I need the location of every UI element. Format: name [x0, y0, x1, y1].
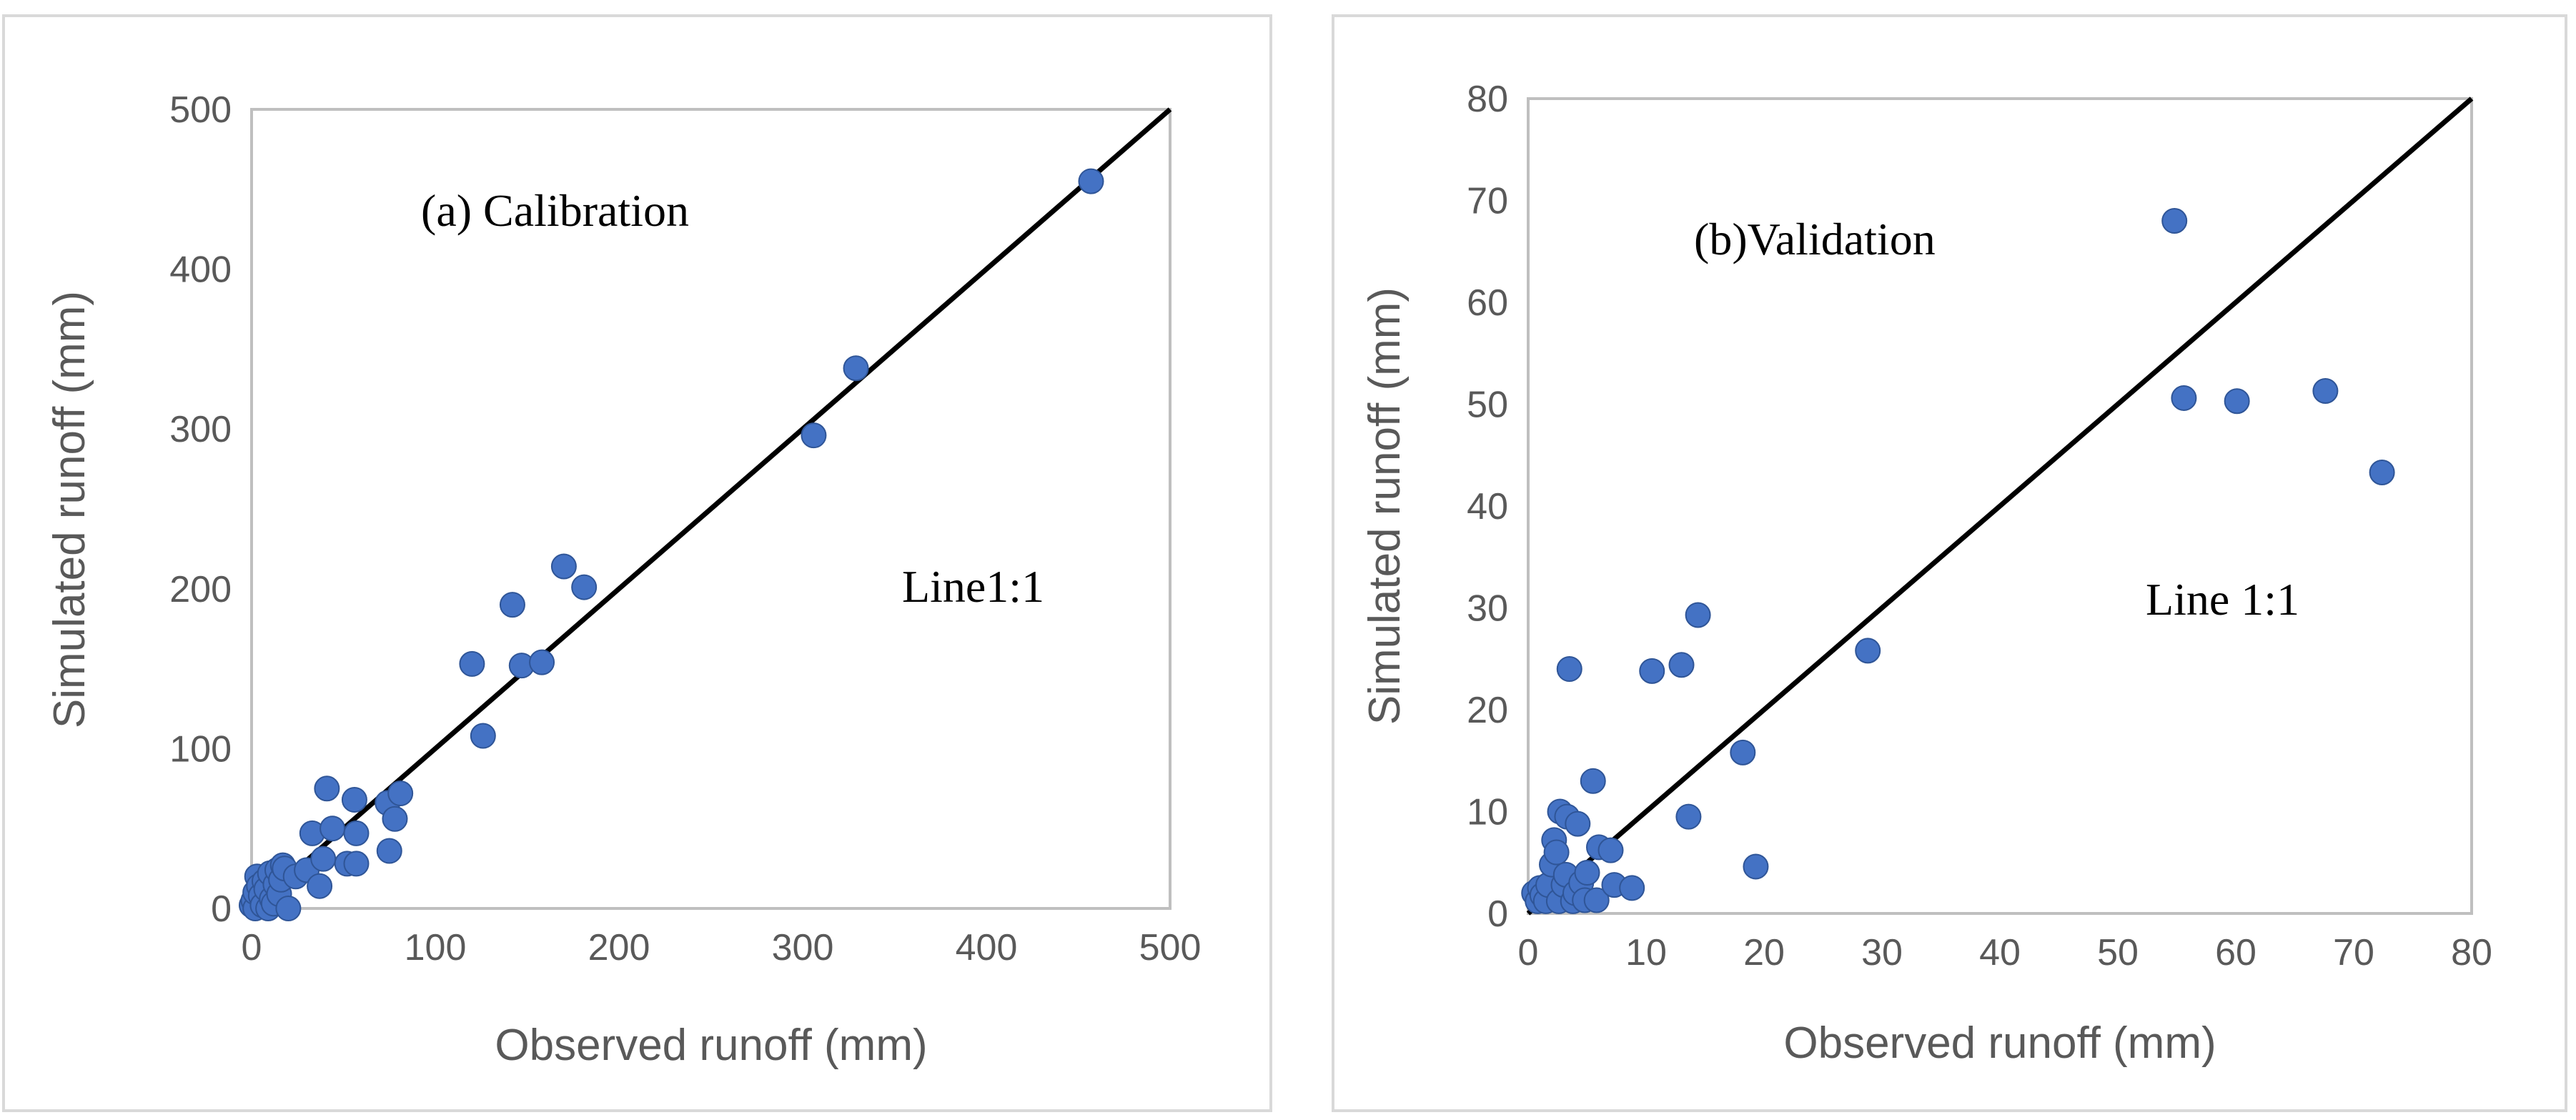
data-point	[801, 422, 827, 449]
y-tick-label: 0	[1487, 893, 1508, 935]
data-point	[1580, 768, 1606, 794]
x-tick-label: 60	[2215, 932, 2257, 973]
y-tick-label: 80	[1467, 79, 1508, 120]
x-tick-label: 400	[956, 927, 1018, 968]
x-tick-label: 80	[2451, 932, 2492, 973]
data-point	[275, 896, 302, 921]
x-tick-label: 200	[588, 927, 650, 968]
panel-title: (a) Calibration	[421, 185, 689, 236]
y-tick-label: 60	[1467, 282, 1508, 324]
panel-frame	[2, 14, 1272, 1112]
x-axis-title: Observed runoff (mm)	[1783, 1019, 2216, 1068]
data-point	[2224, 388, 2250, 415]
plot-area	[1527, 97, 2473, 915]
data-point	[382, 806, 408, 832]
one-to-one-line	[249, 107, 1172, 911]
data-point	[1597, 837, 1624, 863]
data-point	[307, 873, 333, 899]
validation-points	[1521, 208, 2395, 914]
x-tick-label: 50	[2097, 932, 2139, 973]
data-point	[314, 775, 340, 802]
x-tick-label: 300	[772, 927, 834, 968]
y-tick-label: 10	[1467, 792, 1508, 833]
data-point	[2369, 459, 2395, 485]
y-tick-label: 40	[1467, 486, 1508, 527]
data-point	[1078, 168, 1104, 194]
data-point	[376, 838, 402, 864]
data-point	[319, 816, 346, 842]
x-tick-label: 0	[1518, 932, 1539, 973]
y-tick-label: 0	[211, 888, 232, 930]
data-point	[310, 846, 337, 872]
data-point	[1583, 887, 1610, 913]
y-tick-label: 300	[169, 409, 232, 450]
data-point	[470, 723, 496, 749]
y-tick-label: 400	[169, 249, 232, 291]
data-point	[550, 553, 577, 580]
x-tick-label: 100	[405, 927, 467, 968]
data-point	[1685, 602, 1711, 628]
data-point	[1565, 811, 1591, 837]
data-point	[499, 592, 525, 618]
y-tick-labels: 0 100 200 300 400 500	[169, 89, 232, 930]
data-point	[387, 780, 414, 807]
data-point	[343, 851, 370, 877]
y-axis-title: Simulated runoff (mm)	[45, 291, 94, 728]
calibration-points	[239, 168, 1104, 921]
plot-area	[250, 108, 1171, 910]
x-tick-label: 20	[1743, 932, 1785, 973]
panel-frame	[1332, 14, 2567, 1112]
x-tick-label: 10	[1625, 932, 1667, 973]
data-point	[843, 355, 869, 382]
data-point	[343, 820, 370, 846]
data-point	[341, 786, 367, 813]
x-tick-label: 0	[242, 927, 262, 968]
y-tick-label: 20	[1467, 690, 1508, 731]
x-tick-label: 70	[2333, 932, 2374, 973]
line-annotation: Line1:1	[902, 561, 1044, 612]
x-axis-title: Observed runoff (mm)	[495, 1021, 927, 1070]
data-point	[1743, 853, 1769, 880]
data-point	[1668, 652, 1695, 678]
y-tick-labels: 0 10 20 30 40 50 60 70 80	[1467, 79, 1508, 935]
data-point	[1574, 860, 1600, 886]
x-tick-labels: 0 10 20 30 40 50 60 70 80	[1518, 932, 2492, 973]
y-tick-label: 50	[1467, 385, 1508, 426]
y-tick-label: 200	[169, 569, 232, 610]
line-annotation: Line 1:1	[2146, 574, 2299, 625]
data-point	[1619, 875, 1645, 901]
data-point	[571, 574, 598, 600]
data-point	[1730, 739, 1756, 765]
data-point	[459, 650, 485, 677]
data-point	[529, 649, 555, 675]
y-tick-label: 70	[1467, 181, 1508, 222]
y-tick-label: 30	[1467, 588, 1508, 630]
data-point	[1675, 803, 1702, 830]
x-tick-label: 30	[1861, 932, 1903, 973]
panel-calibration: 0 100 200 300 400 500 0 100 200 300 400 500 (a) Ca…	[2, 14, 1272, 1112]
data-point	[2171, 385, 2197, 411]
data-point	[1855, 638, 1881, 664]
data-point	[1639, 658, 1665, 684]
y-tick-label: 500	[169, 89, 232, 131]
x-tick-label: 40	[1979, 932, 2021, 973]
panel-validation: 0 10 20 30 40 50 60 70 80 0 10 20 30 40 50 60 70 80 (b)V…	[1332, 14, 2567, 1112]
one-to-one-line	[1526, 96, 2474, 916]
data-point	[1543, 839, 1570, 866]
x-tick-label: 500	[1139, 927, 1202, 968]
y-axis-title: Simulated runoff (mm)	[1360, 287, 1410, 725]
data-point	[2161, 208, 2188, 234]
y-tick-label: 100	[169, 728, 232, 770]
panel-title: (b)Validation	[1694, 214, 1936, 264]
data-point	[2312, 377, 2339, 404]
data-point	[1556, 656, 1582, 682]
x-tick-labels: 0 100 200 300 400 500	[242, 927, 1202, 968]
